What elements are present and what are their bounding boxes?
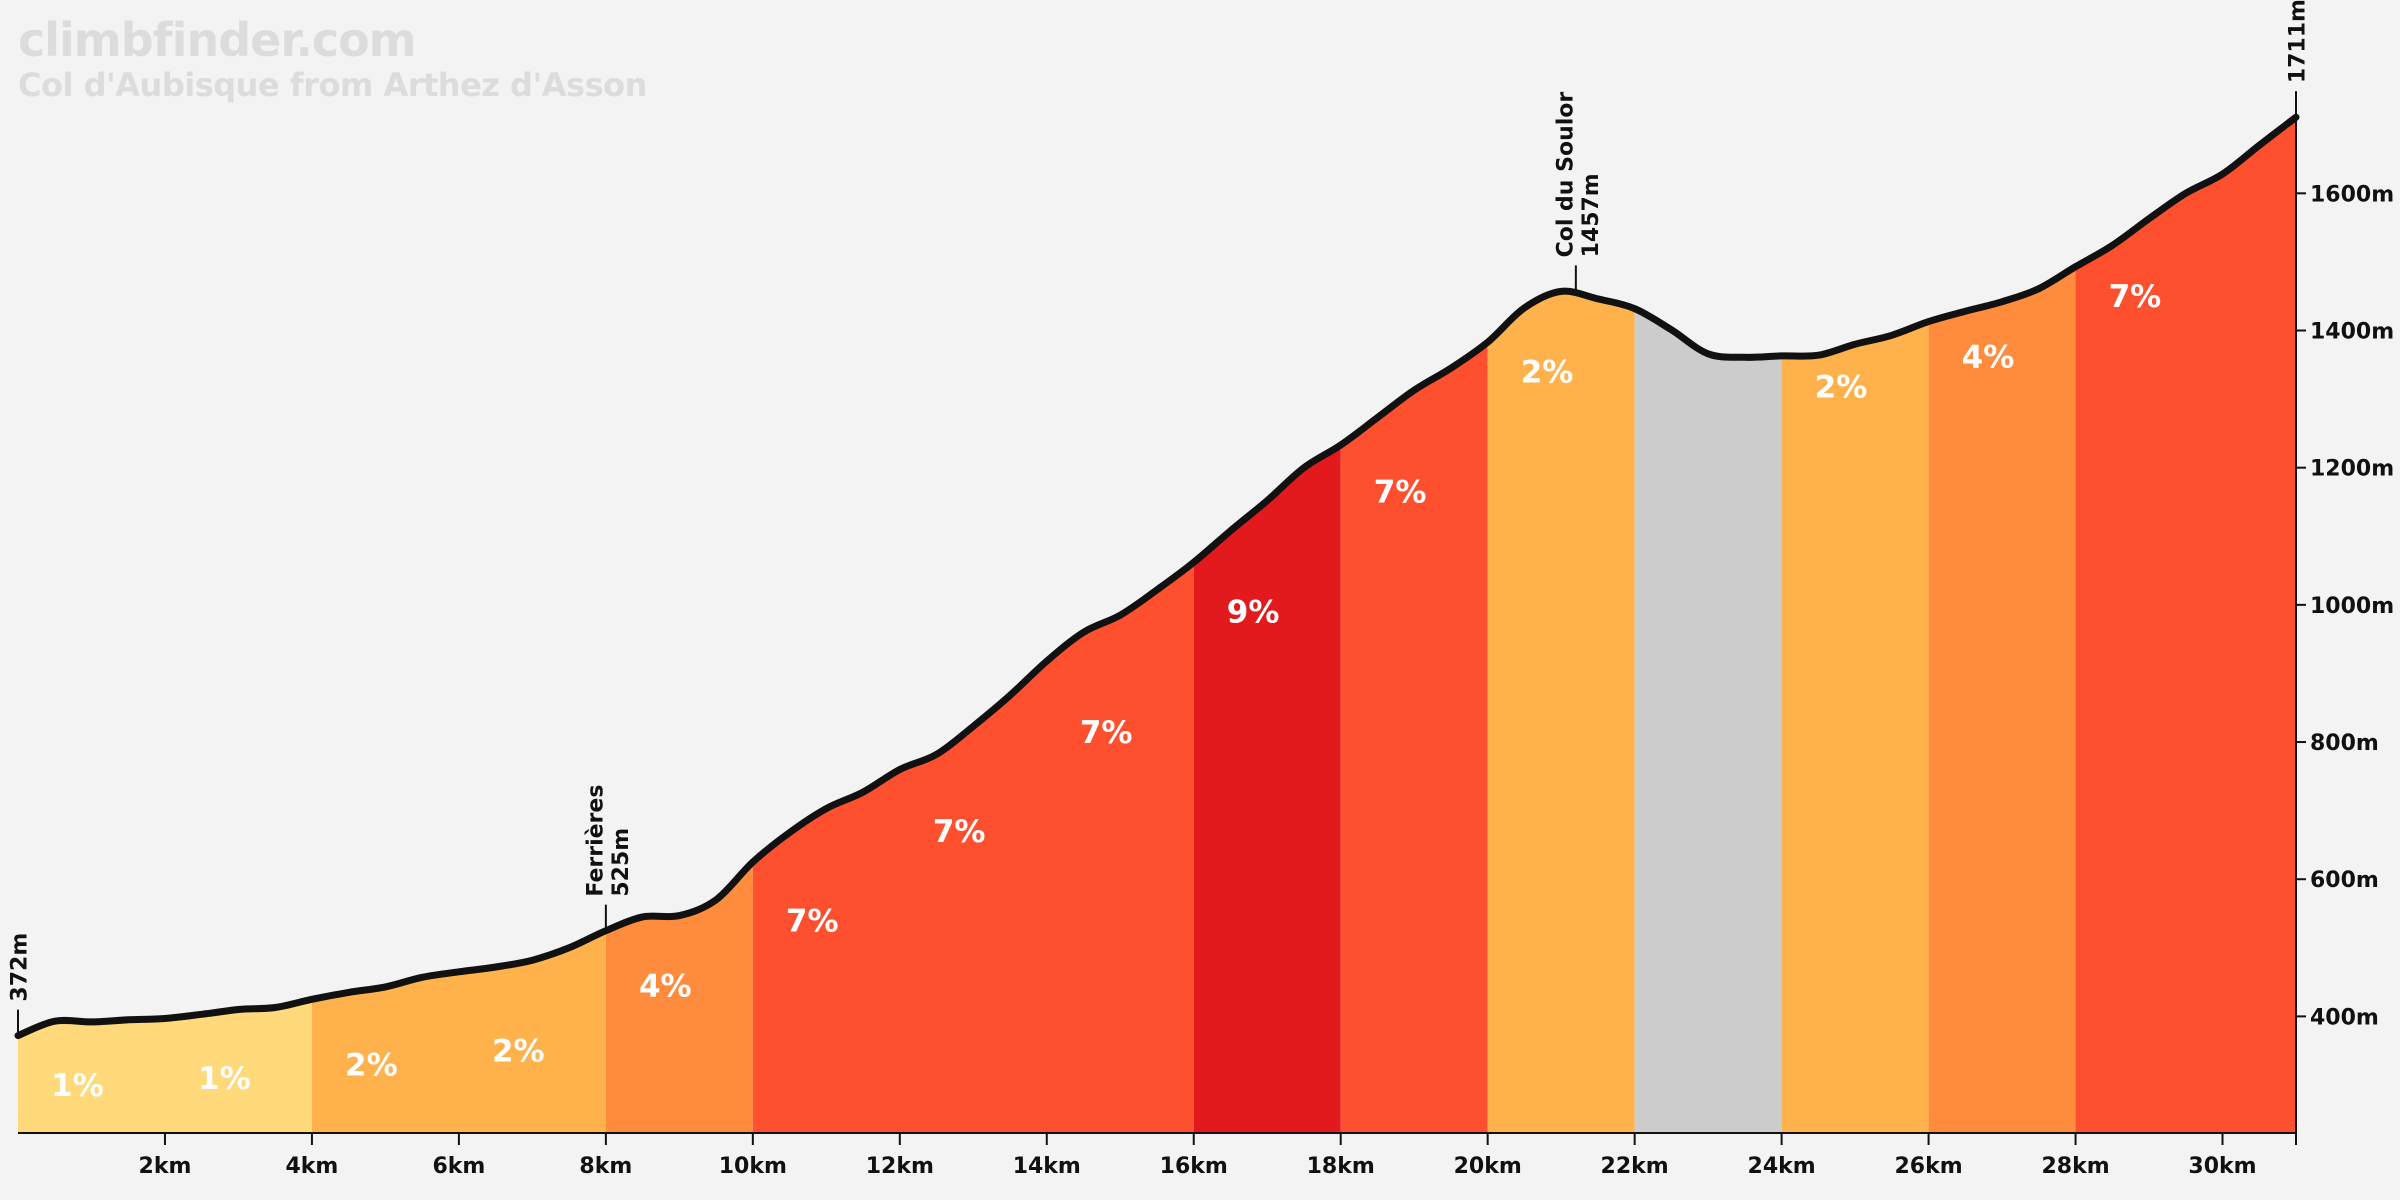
x-tick-label-26: 26km (1894, 1154, 1962, 1179)
x-tick-label-22: 22km (1601, 1154, 1669, 1179)
grade-label-4-3: 7% (1080, 715, 1133, 751)
segment-band-9 (1781, 117, 1929, 1133)
x-tick-label-4: 4km (285, 1154, 338, 1179)
x-tick-label-2: 2km (139, 1154, 192, 1179)
waypoint-label-4: 1711m (2285, 0, 2310, 83)
x-tick-label-28: 28km (2041, 1154, 2109, 1179)
grade-label-6-1: 7% (1374, 475, 1427, 511)
waypoint-2: Ferrières525m (584, 785, 634, 931)
y-tick-label-400: 400m (2310, 1005, 2379, 1030)
waypoint-4: 1711m (2285, 0, 2310, 118)
x-tick-label-8: 8km (579, 1154, 632, 1179)
waypoint-elevation-3: 1457m (1579, 173, 1604, 257)
x-tick-label-10: 10km (719, 1154, 787, 1179)
y-tick-label-800: 800m (2310, 731, 2379, 756)
grade-label-10-1: 4% (1962, 340, 2015, 376)
grade-labels: 1% 1% 2% 2% 4% 7% 7% 7% 9% 7% 2% 2% 4% 7% (51, 279, 2161, 1104)
grade-label-1-1: 1% (51, 1068, 104, 1104)
grade-label-2-1: 2% (345, 1047, 398, 1083)
x-tick-label-30: 30km (2188, 1154, 2256, 1179)
waypoint-name-3: Col du Soulor (1554, 92, 1579, 258)
grade-label-4-1: 7% (786, 903, 839, 939)
waypoint-3: Col du Soulor1457m (1554, 92, 1604, 292)
elevation-line (14, 113, 2300, 1040)
y-tick-label-1000: 1000m (2310, 594, 2394, 619)
segment-band-2 (311, 117, 606, 1133)
grade-label-4-2: 7% (933, 814, 986, 850)
grade-label-9-1: 2% (1815, 370, 1868, 406)
waypoint-1: 372m (7, 933, 32, 1036)
grade-label-1-2: 1% (198, 1061, 251, 1097)
gradient-bands (18, 117, 2296, 1133)
waypoint-name-2: Ferrières (584, 785, 609, 897)
y-tick-label-600: 600m (2310, 868, 2379, 893)
segment-band-3 (605, 117, 753, 1133)
x-tick-label-14: 14km (1013, 1154, 1081, 1179)
segment-band-8 (1634, 117, 1782, 1133)
y-tick-label-1600: 1600m (2310, 182, 2394, 207)
waypoint-elevation-2: 525m (609, 828, 634, 897)
segment-band-10 (1928, 117, 2076, 1133)
waypoint-label-1: 372m (7, 933, 32, 1002)
climb-title: Col d'Aubisque from Arthez d'Asson (18, 65, 647, 104)
grade-label-5-1: 9% (1227, 595, 1280, 631)
site-name: climbfinder.com (18, 13, 417, 67)
grade-label-3-1: 4% (639, 969, 692, 1005)
waypoint-label-3: Col du Soulor1457m (1554, 92, 1604, 258)
segment-band-1 (18, 117, 312, 1133)
branding: climbfinder.com Col d'Aubisque from Arth… (18, 14, 647, 104)
x-tick-label-12: 12km (866, 1154, 934, 1179)
x-tick-label-6: 6km (432, 1154, 485, 1179)
x-tick-label-16: 16km (1160, 1154, 1228, 1179)
grade-label-11-1: 7% (2109, 279, 2162, 315)
y-tick-label-1400: 1400m (2310, 320, 2394, 345)
grade-label-2-2: 2% (492, 1034, 545, 1070)
x-tick-label-20: 20km (1454, 1154, 1522, 1179)
segment-band-6 (1340, 117, 1488, 1133)
y-tick-label-1200: 1200m (2310, 457, 2394, 482)
x-tick-label-24: 24km (1748, 1154, 1816, 1179)
grade-label-7-1: 2% (1521, 355, 1574, 391)
x-tick-label-18: 18km (1307, 1154, 1375, 1179)
segment-band-4 (752, 117, 1194, 1133)
segment-band-11 (2075, 117, 2296, 1133)
waypoint-label-2: Ferrières525m (584, 785, 634, 897)
segment-band-5 (1193, 117, 1341, 1133)
